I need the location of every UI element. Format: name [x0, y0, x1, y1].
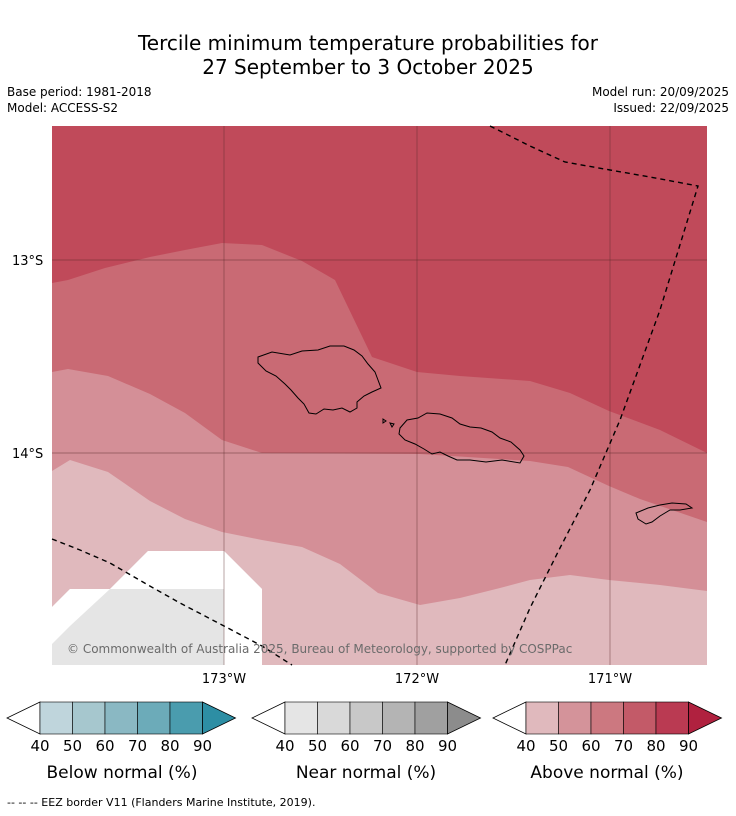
lon-label-173w: 173°W [202, 672, 246, 687]
colorbar-below-high-arrow [202, 701, 237, 735]
colorbar-above-tick-label: 40 [516, 737, 535, 755]
colorbar-below-tick-label: 40 [30, 737, 49, 755]
map-title: Tercile minimum temperature probabilitie… [0, 31, 736, 79]
colorbar-below-segment [137, 701, 171, 735]
base-period: Base period: 1981-2018 [7, 85, 152, 99]
colorbar-above-tick-label: 70 [614, 737, 633, 755]
colorbar-near-tick-label: 90 [438, 737, 457, 755]
colorbar-near-segment [317, 701, 351, 735]
tutuila-island [635, 502, 694, 525]
zone-no-tercile [52, 589, 110, 644]
colorbar-near-tick-label: 80 [405, 737, 424, 755]
colorbar-near-tick-label: 40 [275, 737, 294, 755]
lon-label-171w: 171°W [588, 672, 632, 687]
colorbar-below-tick-label: 50 [63, 737, 82, 755]
samoa-coastlines [257, 345, 694, 525]
title-line-2: 27 September to 3 October 2025 [202, 55, 534, 79]
meta-left: Base period: 1981-2018 Model: ACCESS-S2 [7, 84, 152, 116]
colorbar-above-segment [655, 701, 689, 735]
colorbar-above-tick-label: 90 [679, 737, 698, 755]
eez-border-ne [489, 125, 699, 666]
colorbar-above-tick-label: 50 [549, 737, 568, 755]
colorbar-near-high-arrow [447, 701, 482, 735]
title-line-1: Tercile minimum temperature probabilitie… [137, 31, 599, 55]
colorbar-below-tick-label: 80 [160, 737, 179, 755]
colorbar-below-tick-label: 70 [128, 737, 147, 755]
colorbar-below-title: Below normal (%) [47, 763, 198, 783]
probability-fields [52, 126, 707, 665]
colorbar-near-tick-label: 50 [308, 737, 327, 755]
colorbar-near-low-arrow [251, 701, 286, 735]
colorbar-near-segment [349, 701, 383, 735]
model-run: Model run: 20/09/2025 [591, 85, 729, 99]
colorbar-near-segment [382, 701, 416, 735]
colorbar-above-segment [525, 701, 559, 735]
colorbar-above-low-arrow [492, 701, 527, 735]
colorbar-near-tick-label: 70 [373, 737, 392, 755]
colorbar-above-segment [590, 701, 624, 735]
colorbar-above-segment [623, 701, 657, 735]
colorbar-above-segment [558, 701, 592, 735]
colorbar-near-title: Near normal (%) [296, 763, 436, 783]
colorbar-near-segment [414, 701, 448, 735]
colorbar-below-segment [169, 701, 203, 735]
colorbar-below-segment [104, 701, 138, 735]
colorbar-below-low-arrow [6, 701, 41, 735]
lat-label-14s: 14°S [12, 447, 43, 462]
colorbar-above-high-arrow [688, 701, 723, 735]
colorbar-below-segment [72, 701, 106, 735]
lat-label-13s: 13°S [12, 254, 43, 269]
apolima-islet [389, 422, 395, 428]
colorbar-below: 40 50 60 70 80 90 Below normal (%) [6, 701, 237, 783]
map-gridlines [52, 126, 707, 665]
eez-border-sw [51, 538, 293, 666]
colorbar-legends: 40 50 60 70 80 90 Below normal (%) 40 50 60 70 80 90… [6, 701, 723, 783]
colorbar-above-title: Above normal (%) [530, 763, 683, 783]
lon-label-172w: 172°W [395, 672, 439, 687]
model-name: Model: ACCESS-S2 [7, 101, 119, 115]
manono-islet [382, 418, 387, 424]
eez-footnote: -- -- -- EEZ border V11 (Flanders Marine… [7, 796, 316, 809]
meta-right: Model run: 20/09/2025 Issued: 22/09/2025 [592, 84, 729, 116]
colorbar-above: 40 50 60 70 80 90 Above normal (%) [492, 701, 723, 783]
colorbar-below-segment [39, 701, 73, 735]
colorbar-above-tick-label: 60 [581, 737, 600, 755]
colorbar-near-segment [284, 701, 318, 735]
colorbar-below-tick-label: 60 [95, 737, 114, 755]
colorbar-below-tick-label: 90 [193, 737, 212, 755]
copyright-notice: © Commonwealth of Australia 2025, Bureau… [67, 642, 572, 656]
colorbar-near-tick-label: 60 [340, 737, 359, 755]
savaii-island [257, 345, 382, 415]
issued-date: Issued: 22/09/2025 [613, 101, 729, 115]
colorbar-above-tick-label: 80 [646, 737, 665, 755]
upolu-island [398, 412, 525, 464]
zone-no-tercile-3 [224, 589, 262, 665]
eez-borders [51, 125, 699, 666]
